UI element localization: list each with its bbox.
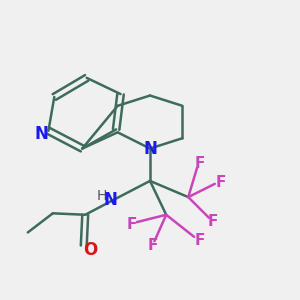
Text: N: N [34,125,48,143]
Text: F: F [208,214,218,229]
Text: F: F [194,156,205,171]
Text: H: H [97,189,107,202]
Text: F: F [194,233,205,248]
Text: F: F [215,175,226,190]
Text: F: F [148,238,158,253]
Text: F: F [127,217,137,232]
Text: N: N [103,191,117,209]
Text: O: O [83,241,98,259]
Text: N: N [143,140,157,158]
